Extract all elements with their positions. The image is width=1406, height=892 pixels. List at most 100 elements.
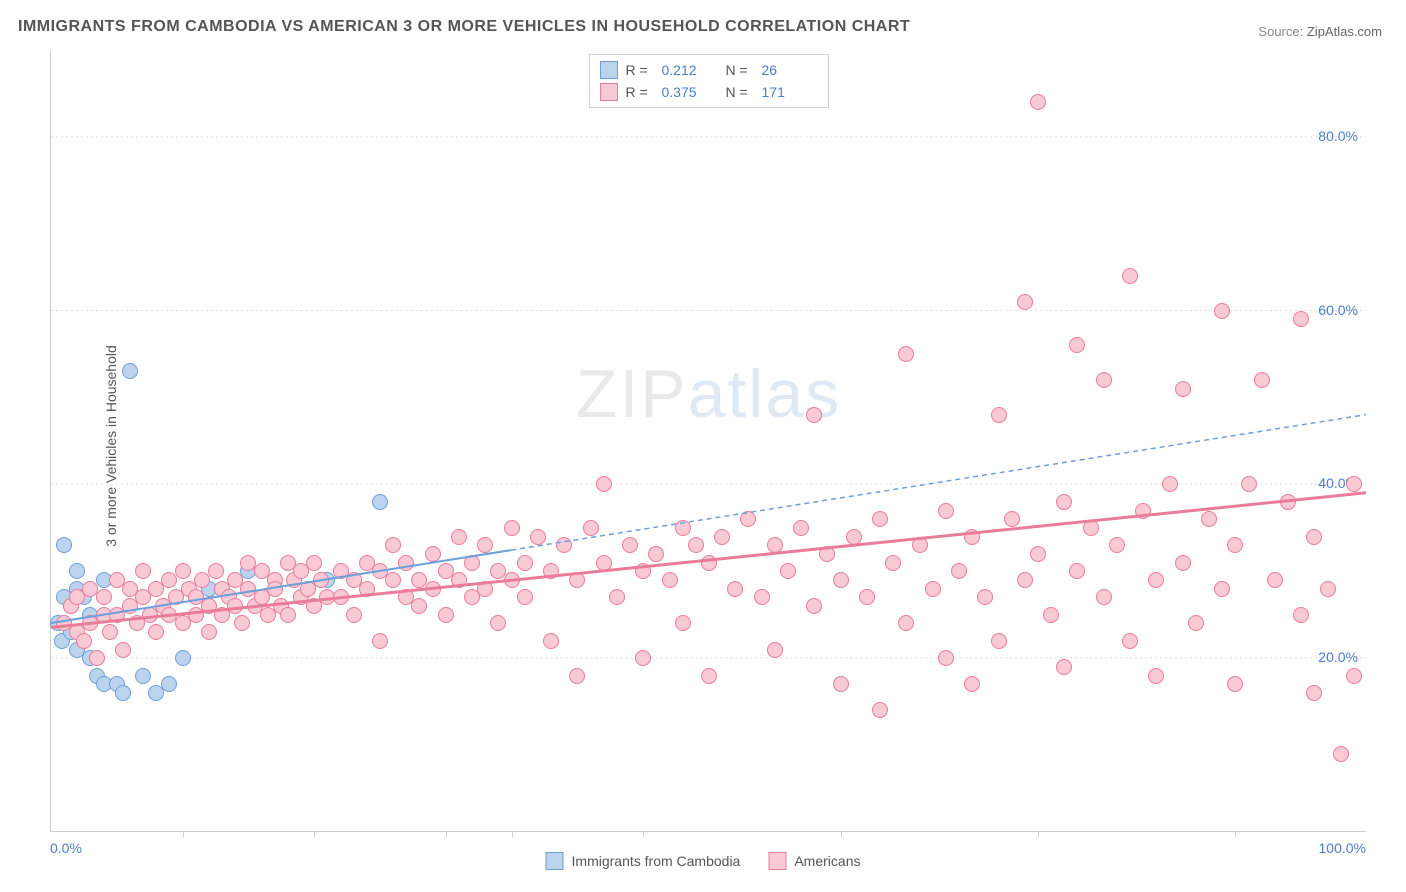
x-tick bbox=[1235, 831, 1236, 837]
scatter-point bbox=[806, 407, 822, 423]
scatter-point bbox=[635, 563, 651, 579]
correlation-legend: R = 0.212 N = 26 R = 0.375 N = 171 bbox=[589, 54, 829, 108]
scatter-point bbox=[543, 563, 559, 579]
scatter-point bbox=[938, 650, 954, 666]
scatter-point bbox=[1069, 563, 1085, 579]
scatter-point bbox=[688, 537, 704, 553]
x-tick bbox=[1038, 831, 1039, 837]
scatter-point bbox=[1109, 537, 1125, 553]
scatter-point bbox=[517, 589, 533, 605]
scatter-point bbox=[727, 581, 743, 597]
scatter-point bbox=[1004, 511, 1020, 527]
r-label: R = bbox=[626, 59, 654, 81]
scatter-point bbox=[583, 520, 599, 536]
source-label: Source: bbox=[1258, 24, 1303, 39]
scatter-point bbox=[648, 546, 664, 562]
legend-swatch-americans bbox=[600, 83, 618, 101]
scatter-point bbox=[135, 563, 151, 579]
scatter-point bbox=[1346, 668, 1362, 684]
legend-swatch-cambodia bbox=[600, 61, 618, 79]
scatter-point bbox=[122, 363, 138, 379]
scatter-point bbox=[530, 529, 546, 545]
x-ticks bbox=[51, 831, 1366, 837]
scatter-point bbox=[991, 633, 1007, 649]
x-tick bbox=[643, 831, 644, 837]
chart-title: IMMIGRANTS FROM CAMBODIA VS AMERICAN 3 O… bbox=[18, 18, 910, 36]
scatter-point bbox=[885, 555, 901, 571]
scatter-point bbox=[898, 615, 914, 631]
scatter-point bbox=[1267, 572, 1283, 588]
scatter-point bbox=[1096, 589, 1112, 605]
scatter-point bbox=[767, 537, 783, 553]
legend-item-americans: Americans bbox=[768, 852, 860, 870]
scatter-point bbox=[267, 581, 283, 597]
x-tick bbox=[183, 831, 184, 837]
scatter-point bbox=[833, 676, 849, 692]
scatter-point bbox=[1188, 615, 1204, 631]
scatter-point bbox=[1122, 633, 1138, 649]
scatter-point bbox=[859, 589, 875, 605]
scatter-point bbox=[425, 581, 441, 597]
scatter-point bbox=[912, 537, 928, 553]
scatter-point bbox=[898, 346, 914, 362]
scatter-point bbox=[1175, 555, 1191, 571]
scatter-point bbox=[333, 589, 349, 605]
n-label: N = bbox=[726, 59, 754, 81]
scatter-point bbox=[69, 563, 85, 579]
scatter-point bbox=[135, 668, 151, 684]
scatter-point bbox=[306, 555, 322, 571]
scatter-point bbox=[740, 511, 756, 527]
scatter-point bbox=[464, 555, 480, 571]
scatter-point bbox=[1069, 337, 1085, 353]
source-value: ZipAtlas.com bbox=[1307, 24, 1382, 39]
scatter-point bbox=[1293, 311, 1309, 327]
scatter-point bbox=[504, 572, 520, 588]
scatter-point bbox=[451, 572, 467, 588]
n-value-americans: 171 bbox=[762, 81, 818, 103]
scatter-point bbox=[819, 546, 835, 562]
scatter-point bbox=[359, 581, 375, 597]
r-value-cambodia: 0.212 bbox=[662, 59, 718, 81]
legend-swatch-americans bbox=[768, 852, 786, 870]
scatter-point bbox=[675, 615, 691, 631]
scatter-point bbox=[1227, 537, 1243, 553]
scatter-point bbox=[1175, 381, 1191, 397]
source-credit: Source: ZipAtlas.com bbox=[1258, 24, 1382, 39]
scatter-point bbox=[635, 650, 651, 666]
scatter-point bbox=[102, 624, 118, 640]
scatter-point bbox=[1306, 529, 1322, 545]
scatter-point bbox=[1254, 372, 1270, 388]
scatter-point bbox=[754, 589, 770, 605]
scatter-point bbox=[313, 572, 329, 588]
scatter-point bbox=[1017, 572, 1033, 588]
scatter-point bbox=[833, 572, 849, 588]
n-label: N = bbox=[726, 81, 754, 103]
scatter-point bbox=[609, 589, 625, 605]
scatter-point bbox=[438, 607, 454, 623]
scatter-point bbox=[964, 529, 980, 545]
scatter-point bbox=[1096, 372, 1112, 388]
scatter-point bbox=[1148, 668, 1164, 684]
scatter-point bbox=[1122, 268, 1138, 284]
scatter-point bbox=[517, 555, 533, 571]
r-value-americans: 0.375 bbox=[662, 81, 718, 103]
scatter-point bbox=[504, 520, 520, 536]
scatter-point bbox=[662, 572, 678, 588]
scatter-point bbox=[793, 520, 809, 536]
scatter-point bbox=[569, 572, 585, 588]
legend-label-cambodia: Immigrants from Cambodia bbox=[572, 853, 741, 869]
scatter-point bbox=[227, 598, 243, 614]
scatter-point bbox=[234, 615, 250, 631]
x-tick bbox=[446, 831, 447, 837]
scatter-points bbox=[51, 50, 1366, 831]
legend-item-cambodia: Immigrants from Cambodia bbox=[546, 852, 741, 870]
legend-row-americans: R = 0.375 N = 171 bbox=[600, 81, 818, 103]
scatter-point bbox=[175, 650, 191, 666]
scatter-point bbox=[1280, 494, 1296, 510]
scatter-point bbox=[1162, 476, 1178, 492]
scatter-point bbox=[1214, 303, 1230, 319]
scatter-point bbox=[675, 520, 691, 536]
legend-row-cambodia: R = 0.212 N = 26 bbox=[600, 59, 818, 81]
scatter-point bbox=[96, 589, 112, 605]
scatter-point bbox=[1333, 746, 1349, 762]
